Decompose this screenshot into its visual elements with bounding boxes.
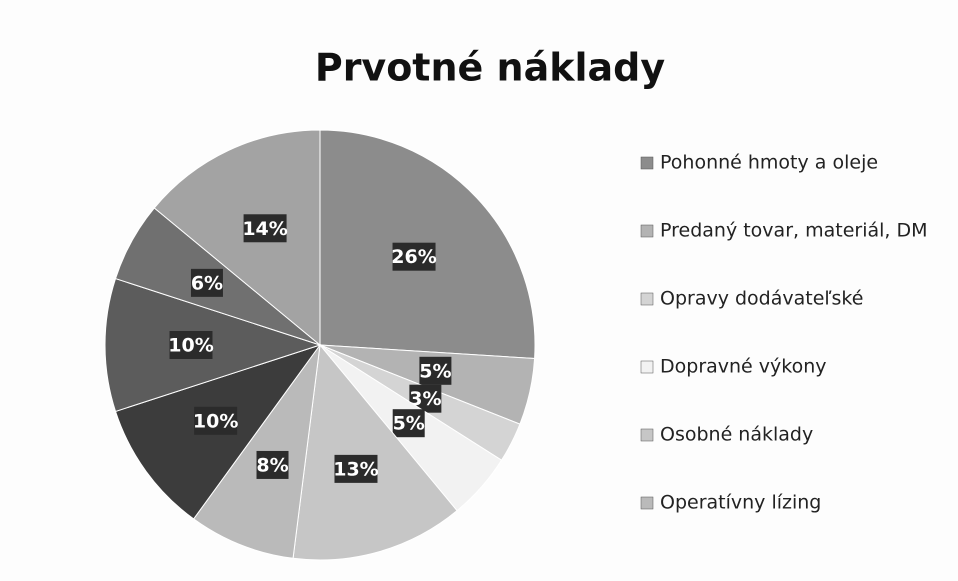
pie-slice (292, 343, 458, 561)
legend-label: Predaný tovar, materiál, DM (660, 220, 928, 242)
label-box (256, 450, 289, 479)
label-box (334, 454, 378, 483)
legend-label: Opravy dodávateľské (660, 288, 863, 310)
data-label: 13% (333, 458, 378, 480)
data-label: 5% (419, 360, 451, 382)
chart-title: Prvotné náklady (315, 46, 666, 90)
pie-slice (153, 129, 321, 347)
label-box (392, 242, 436, 271)
legend-swatch (640, 156, 654, 170)
data-label: 14% (242, 218, 287, 240)
data-label: 3% (409, 388, 441, 410)
legend-label: Osobné náklady (660, 424, 813, 446)
legend-swatch (640, 496, 654, 510)
legend-swatch (640, 428, 654, 442)
legend-swatch (640, 224, 654, 238)
data-label: 6% (191, 272, 223, 294)
legend-swatch (640, 292, 654, 306)
label-box (392, 409, 425, 438)
legend-swatch (640, 360, 654, 374)
legend-label: Pohonné hmoty a oleje (660, 152, 878, 174)
legend-label: Dopravné výkony (660, 356, 827, 378)
data-label: 10% (193, 410, 238, 432)
pie-slice (104, 277, 322, 413)
data-label: 5% (393, 413, 425, 435)
label-box (243, 214, 287, 243)
data-label: 10% (168, 335, 213, 357)
label-box (190, 268, 223, 297)
label-box (169, 331, 213, 359)
legend-label: Operatívny lízing (660, 492, 821, 514)
label-box (194, 406, 238, 435)
data-label: 26% (391, 246, 436, 268)
label-box (419, 356, 452, 385)
data-label: 8% (256, 454, 288, 476)
